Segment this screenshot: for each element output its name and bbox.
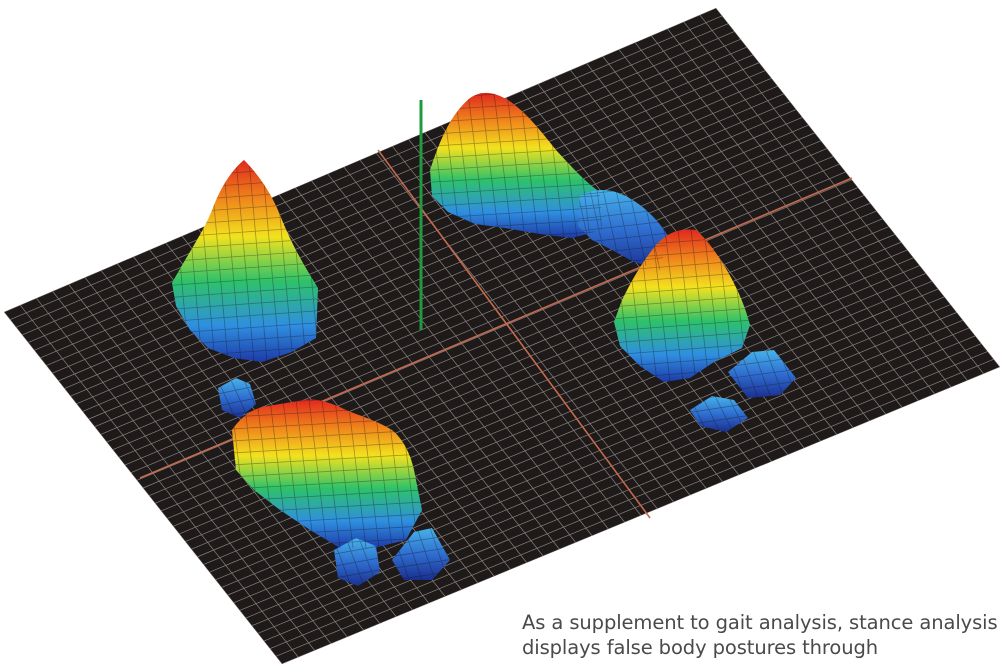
grid-line xyxy=(100,132,815,435)
caption-line-1: As a supplement to gait analysis, stance… xyxy=(522,611,998,634)
grid-line xyxy=(94,124,809,428)
pressure-blob-lower-left xyxy=(218,378,256,418)
pressure-peak-upper-left xyxy=(172,160,318,362)
grid-line xyxy=(58,77,772,382)
grid-line xyxy=(76,101,791,405)
pressure-peak-top xyxy=(430,92,602,239)
grid-line xyxy=(269,351,988,650)
grid-line xyxy=(88,116,803,420)
pressure-blob-right-1 xyxy=(728,350,796,398)
pressure-ridge-right xyxy=(578,190,668,270)
grid-line xyxy=(275,358,994,657)
grid-line xyxy=(281,366,1000,664)
grid-line xyxy=(124,163,840,466)
caption-line-2: displays false body postures through xyxy=(522,636,879,659)
grid-line xyxy=(82,109,797,412)
grid-line xyxy=(46,62,760,366)
grid-line xyxy=(34,46,748,351)
grid-line xyxy=(263,343,982,642)
pressure-blob-bottom-1 xyxy=(334,538,380,586)
grid-line xyxy=(257,335,976,634)
pressure-peaks xyxy=(172,92,796,586)
pressure-blob-bottom-2 xyxy=(392,528,450,580)
grid-line xyxy=(40,54,754,359)
sensor-plate xyxy=(4,8,1000,664)
pressure-peak-lower-left xyxy=(232,399,422,548)
grid-line xyxy=(15,23,729,328)
grid-line xyxy=(4,8,717,313)
grid-line xyxy=(9,15,723,320)
grid-line xyxy=(28,38,741,343)
pressure-peak-right xyxy=(614,229,750,382)
axis-line-vertical xyxy=(377,149,651,519)
pressure-blob-right-2 xyxy=(690,396,748,432)
grid-line xyxy=(52,70,766,374)
figure-caption: As a supplement to gait analysis, stance… xyxy=(522,610,998,660)
grid-line xyxy=(70,93,785,397)
grid-line xyxy=(21,31,735,336)
